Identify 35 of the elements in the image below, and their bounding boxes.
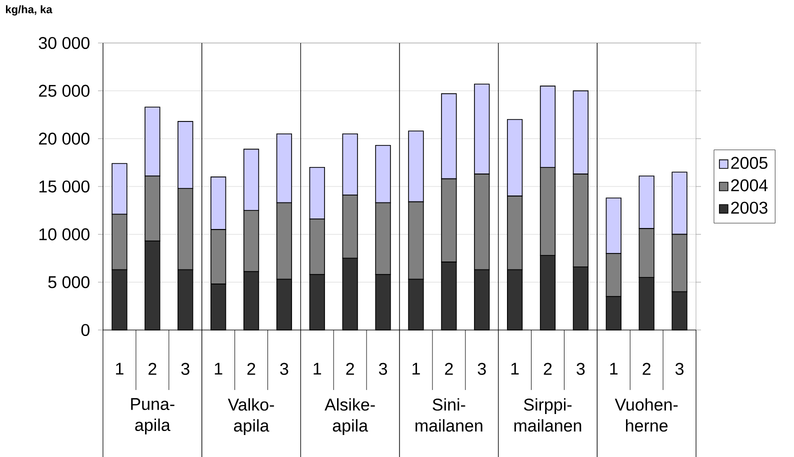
x-tick-label: 1 [412,362,420,375]
x-tick-label: 1 [511,362,519,375]
legend-label: 2004 [731,179,768,192]
text: Alsike-apila [324,398,375,436]
x-tick-label: 2 [445,362,453,375]
text: Sirppi-mailanen [514,398,582,432]
y-tick-label: 5 000 [48,276,90,288]
x-tick-label: 3 [576,362,585,375]
x-tick-label: 3 [378,362,388,375]
y-tick-label: 25 000 [39,84,90,97]
x-tick-label: 1 [314,362,322,375]
y-tick-label: 10 000 [39,228,90,240]
x-tick-label: 2 [544,362,552,375]
x-tick-label: 1 [116,362,124,375]
x-tick-label: 3 [675,362,684,375]
x-tick-label: 2 [247,362,256,375]
text: Vuohen-herne [614,398,678,432]
x-tick-label: 2 [642,362,650,375]
text: Sini-mailanen [416,398,482,432]
y-tick-label: 0 [81,324,90,336]
y-tick-label: 30 000 [38,36,90,50]
x-tick-label: 3 [181,362,190,375]
y-tick-label: 20 000 [39,132,90,145]
text: Valko-apila [228,398,274,436]
x-tick-label: 1 [214,362,222,375]
y-tick-label: 15 000 [39,180,90,193]
legend-label: 2003 [731,202,768,214]
x-tick-label: 3 [478,362,486,375]
x-tick-label: 2 [346,362,354,375]
legend-label: 2005 [731,156,768,169]
x-tick-label: 2 [148,362,156,375]
x-tick-label: 3 [280,362,288,375]
y-axis-title: kg/ha, ka [6,5,52,16]
x-tick-label: 1 [610,362,618,375]
text: Puna-apila [131,398,174,434]
